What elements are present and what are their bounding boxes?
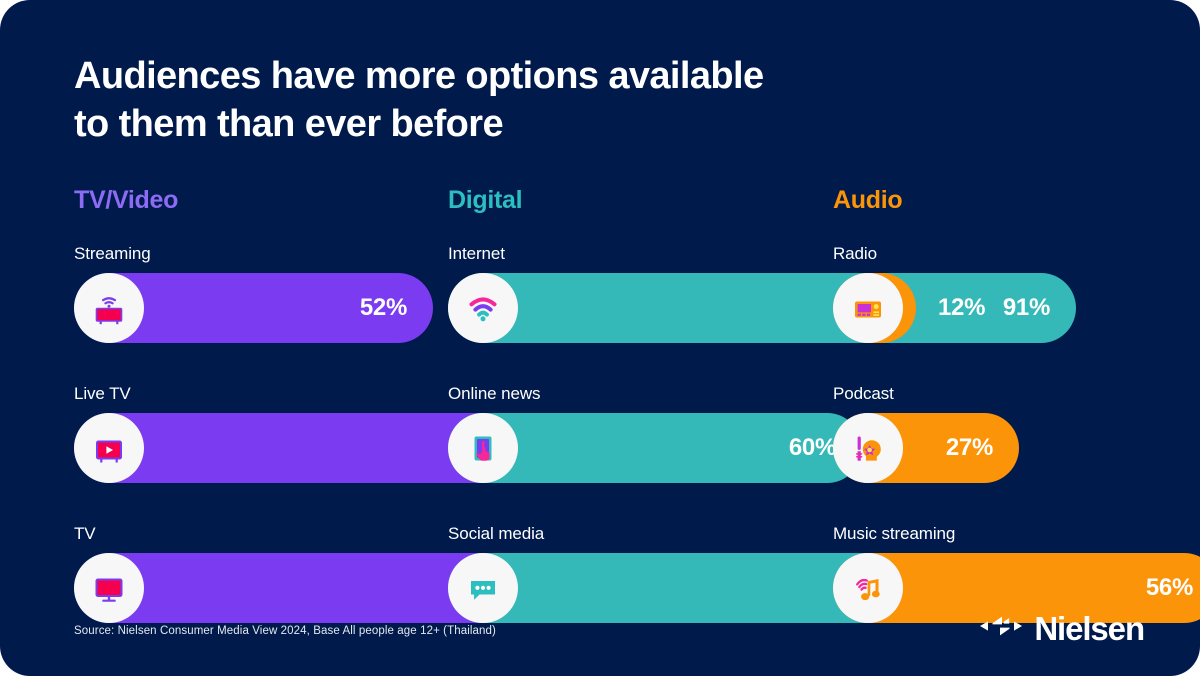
radio-icon: [833, 273, 903, 343]
podcast-head-mic-icon: [833, 413, 903, 483]
bar-value-online-news: 60%: [788, 434, 836, 461]
group-header-digital: Digital: [448, 186, 523, 214]
mobile-news-tap-icon: [448, 413, 518, 483]
streaming-tv-icon: [74, 273, 144, 343]
bar-row: Radio 12%: [833, 244, 985, 343]
bar-value-radio: 12%: [938, 294, 986, 321]
wifi-icon: [448, 273, 518, 343]
bar-track: 56%: [833, 553, 1200, 623]
bar-row: Podcast 27%: [833, 384, 1019, 483]
bar-internet: 91%: [448, 273, 1076, 343]
page-title-line-2: to them than ever before: [74, 103, 504, 146]
page-title: Audiences have more options available to…: [74, 52, 894, 149]
live-tv-icon: [74, 413, 144, 483]
bar-value-internet: 91%: [1002, 294, 1050, 321]
chart-group-audio: Audio Radio 12%: [833, 186, 1200, 623]
bar-row: Online news 60%: [448, 384, 862, 483]
nielsen-wordmark: Nielsen: [1034, 610, 1145, 647]
bar-track: 71%: [74, 413, 564, 483]
bar-label-internet: Internet: [448, 244, 505, 263]
bar-track: 12%: [833, 273, 985, 343]
bar-track: 89%: [448, 553, 1062, 623]
bar-row: TV 87%: [74, 524, 674, 623]
chat-bubble-icon: [448, 553, 518, 623]
bar-label-radio: Radio: [833, 244, 877, 263]
nielsen-logo: Nielsen: [978, 610, 1145, 647]
group-header-tv-video: TV/Video: [74, 186, 179, 214]
bar-value-streaming: 52%: [359, 294, 407, 321]
chart-group-digital: Digital Internet 91% Online news: [448, 186, 1076, 623]
bar-row: Music streaming 56%: [833, 524, 1200, 623]
bar-track: 87%: [74, 553, 674, 623]
bar-row: Live TV 71%: [74, 384, 564, 483]
music-note-streaming-icon: [833, 553, 903, 623]
bar-track: 52%: [74, 273, 433, 343]
bar-track: 60%: [448, 413, 862, 483]
bar-track: 27%: [833, 413, 1019, 483]
bar-value-podcast: 27%: [945, 434, 993, 461]
bar-label-podcast: Podcast: [833, 384, 894, 403]
bar-row: Social media 89%: [448, 524, 1062, 623]
chart-group-tv-video: TV/Video Streaming 52%: [74, 186, 674, 623]
bar-track: 91%: [448, 273, 1076, 343]
nielsen-arrows-icon: [978, 613, 1024, 644]
group-header-audio: Audio: [833, 186, 903, 214]
bar-label-social-media: Social media: [448, 524, 545, 543]
tv-monitor-icon: [74, 553, 144, 623]
bar-label-tv: TV: [74, 524, 96, 543]
source-note: Source: Nielsen Consumer Media View 2024…: [74, 625, 496, 637]
bar-label-music-streaming: Music streaming: [833, 524, 956, 543]
bar-label-streaming: Streaming: [74, 244, 151, 263]
bar-row: Streaming 52%: [74, 244, 433, 343]
bar-value-music-streaming: 56%: [1145, 574, 1193, 601]
page-title-line-1: Audiences have more options available: [74, 55, 764, 97]
bar-label-online-news: Online news: [448, 384, 541, 403]
bar-row: Internet 91%: [448, 244, 1076, 343]
bar-label-live-tv: Live TV: [74, 384, 131, 403]
